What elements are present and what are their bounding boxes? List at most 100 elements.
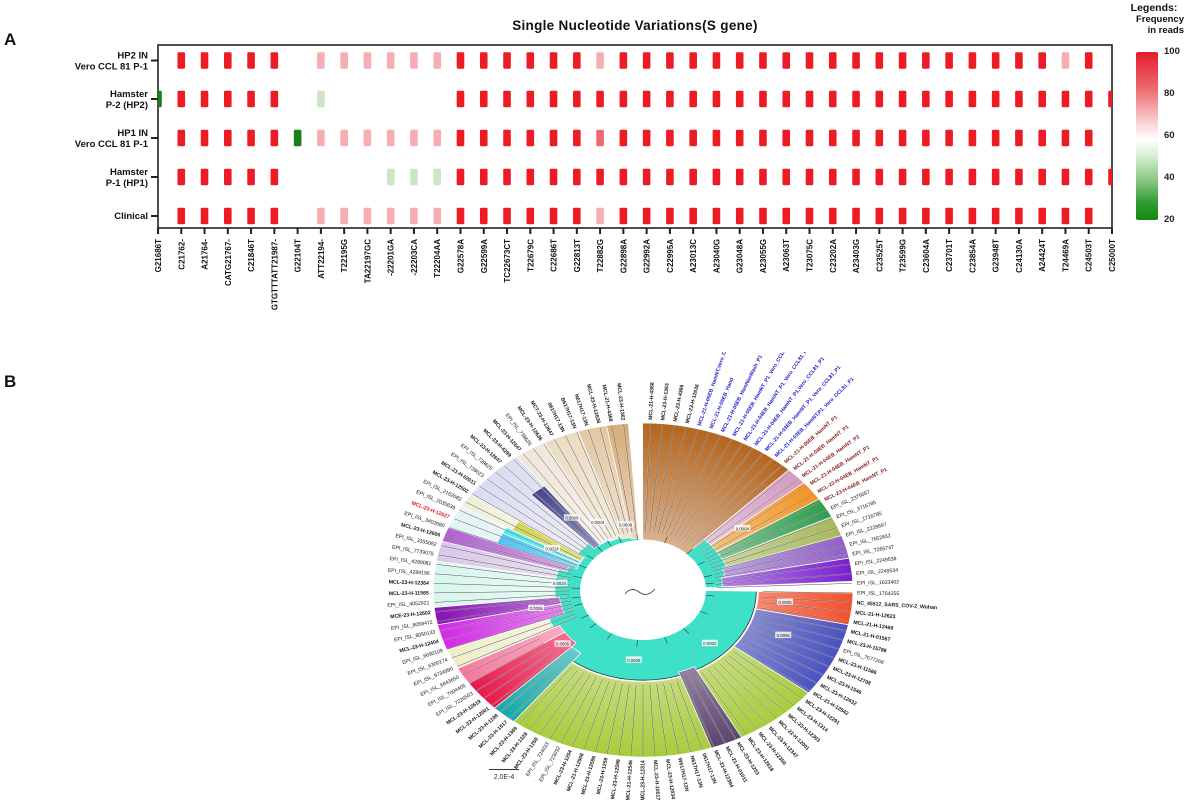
x-axis-label: T22204AA <box>433 239 442 278</box>
heatmap-cell <box>945 90 953 108</box>
branch-length-label: 0.0006 <box>777 633 791 638</box>
branch-line <box>606 683 623 754</box>
frequency-colorbar <box>1136 52 1158 220</box>
heatmap-cell <box>340 129 348 147</box>
branch-line <box>702 493 814 557</box>
branch-line <box>762 596 852 603</box>
heatmap-cell <box>712 207 721 225</box>
row-label: HP2 IN <box>117 51 148 62</box>
heatmap-cell <box>759 129 767 147</box>
heatmap-cell <box>828 207 837 225</box>
tip-label: EPI_ISL_1764255 <box>857 591 899 598</box>
tip-label: MCL-23-H-12364 <box>389 579 430 586</box>
branch-line <box>447 610 575 650</box>
heatmap-cell <box>782 207 791 225</box>
branch-line <box>670 435 721 536</box>
heatmap-cell <box>852 52 860 69</box>
branch-line <box>438 554 572 578</box>
branch-line <box>434 590 570 594</box>
heatmap-cell <box>1015 168 1023 186</box>
branch-line <box>676 681 703 750</box>
heatmap-cell <box>759 168 767 186</box>
branch-line <box>576 432 620 535</box>
heatmap-cell <box>573 168 581 186</box>
tip-label: MCE-23-H-12602 <box>390 610 431 620</box>
branch-line <box>519 666 573 725</box>
heatmap-cell <box>596 52 604 69</box>
tip-label: MCL-23-H-4366 <box>673 384 686 422</box>
branch-length-label: 0.0008 <box>565 516 579 521</box>
heatmap-cell <box>177 207 186 225</box>
x-axis-label: T22195G <box>340 239 349 272</box>
tip-label: MCL-21-H-12623 <box>855 610 896 620</box>
heatmap-cell <box>386 52 395 69</box>
tree-root <box>624 588 656 595</box>
branch-line <box>705 501 821 560</box>
heatmap-cell <box>642 168 651 186</box>
x-axis-label: C23701T <box>945 239 954 272</box>
x-axis-label: G23048A <box>736 239 745 273</box>
branch-line <box>697 478 799 552</box>
heatmap-cell <box>1084 207 1093 225</box>
heatmap-cell <box>689 168 697 186</box>
heatmap-cell <box>1108 168 1112 186</box>
branch-line <box>653 425 675 533</box>
branch-line <box>700 486 807 554</box>
heatmap-cell <box>852 168 860 186</box>
branch-line <box>645 423 651 532</box>
branch-length-label: 0.0008 <box>619 523 633 528</box>
branch-line <box>437 600 571 622</box>
tip-label: NC_45512_SARS_COV-2_Wuhan <box>856 600 937 611</box>
heatmap-cell <box>1061 90 1070 108</box>
heatmap-cell <box>1084 129 1093 147</box>
branch-line <box>539 672 584 735</box>
branch-line <box>479 486 586 554</box>
branch-line <box>445 536 574 572</box>
heatmap-cell <box>526 207 535 225</box>
tip-label: EPI_ISL_7739075 <box>391 545 434 558</box>
heatmap-cell <box>317 207 325 225</box>
heatmap-cell <box>759 207 767 225</box>
heatmap-cell <box>596 90 604 108</box>
branch-line <box>509 663 567 719</box>
heatmap-cell <box>503 90 511 108</box>
heatmap-cell <box>1061 52 1070 69</box>
heatmap-cell <box>945 207 953 225</box>
heatmap-cell <box>991 90 1000 108</box>
x-axis-label: A23040G <box>712 239 721 273</box>
heatmap-cell <box>642 207 651 225</box>
heatmap-cell <box>735 168 744 186</box>
heatmap-cell <box>224 168 232 186</box>
heatmap-cell <box>666 207 674 225</box>
branch-line <box>588 429 624 534</box>
heatmap-cell <box>666 90 674 108</box>
branch-line <box>762 591 852 594</box>
x-axis-label: TC22673CT <box>503 239 512 283</box>
branch-length-bg <box>551 579 568 587</box>
branch-line <box>649 685 656 756</box>
heatmap-cell <box>433 168 442 186</box>
heatmap-cell <box>782 168 791 186</box>
heatmap-cell <box>270 90 279 108</box>
row-label: Vero CCL 81 P-1 <box>75 62 149 73</box>
row-label: Hamster <box>110 89 148 100</box>
branch-line <box>440 604 572 631</box>
heatmap-cell <box>991 168 1000 186</box>
branch-length-label: 0.0034 <box>553 581 567 586</box>
heatmap-cell <box>526 90 535 108</box>
heatmap-cell <box>782 90 791 108</box>
heatmap-cell <box>852 90 860 108</box>
branch-length-bg <box>777 598 794 605</box>
row-label: P-2 (HP2) <box>106 100 148 111</box>
heatmap-cell <box>270 207 279 225</box>
heatmap-cell <box>619 207 628 225</box>
heatmap-cell <box>968 52 977 69</box>
circular-phylogenetic-tree: MCL-21-H-4368 MCL-23-H-1363 MCL-23-H-4366 M… <box>387 352 937 800</box>
branch-line <box>434 594 570 603</box>
branch-length-bg <box>554 640 571 647</box>
branch-line <box>595 682 616 752</box>
x-axis-label: C23604A <box>922 239 931 273</box>
heatmap-cell <box>619 168 628 186</box>
heatmap-cell <box>317 90 325 108</box>
